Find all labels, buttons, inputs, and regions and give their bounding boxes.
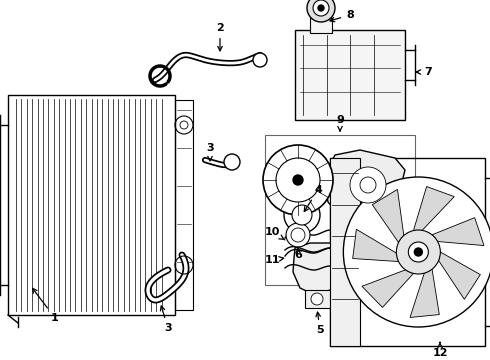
Circle shape [286,223,310,247]
Text: 12: 12 [432,342,448,358]
Text: 3: 3 [160,306,172,333]
Polygon shape [410,269,440,318]
Circle shape [291,228,305,242]
Text: 4: 4 [304,185,322,211]
Bar [295,30,405,120]
Text: 6: 6 [294,247,302,260]
Text: 11: 11 [264,255,284,265]
Circle shape [307,0,335,22]
Text: 2: 2 [216,23,224,51]
Circle shape [284,197,320,233]
Text: 1: 1 [32,288,59,323]
Bar [330,158,360,346]
Circle shape [292,205,312,225]
Circle shape [263,145,333,215]
Polygon shape [432,218,484,246]
Text: 3: 3 [206,143,214,161]
Circle shape [408,242,428,262]
Circle shape [360,177,376,193]
Circle shape [415,248,422,256]
Circle shape [313,0,329,16]
Bar [175,100,193,310]
Bar [310,18,332,33]
Text: 9: 9 [336,115,344,131]
Circle shape [224,154,240,170]
Bar [8,95,175,315]
Text: 8: 8 [330,10,354,22]
Polygon shape [293,243,345,295]
Circle shape [276,158,320,202]
Circle shape [311,293,323,305]
Circle shape [293,175,303,185]
Circle shape [343,177,490,327]
Text: 5: 5 [316,312,324,335]
Circle shape [396,230,441,274]
Polygon shape [325,150,405,220]
Polygon shape [353,229,398,262]
Circle shape [253,53,267,67]
Bar [305,290,330,308]
Polygon shape [372,189,404,242]
Circle shape [350,167,386,203]
Bar [265,135,415,285]
Bar [330,158,485,346]
Circle shape [318,5,324,11]
Text: 7: 7 [416,67,432,77]
Text: 10: 10 [264,227,285,240]
Polygon shape [414,186,454,230]
Polygon shape [439,252,480,300]
Polygon shape [362,270,414,307]
